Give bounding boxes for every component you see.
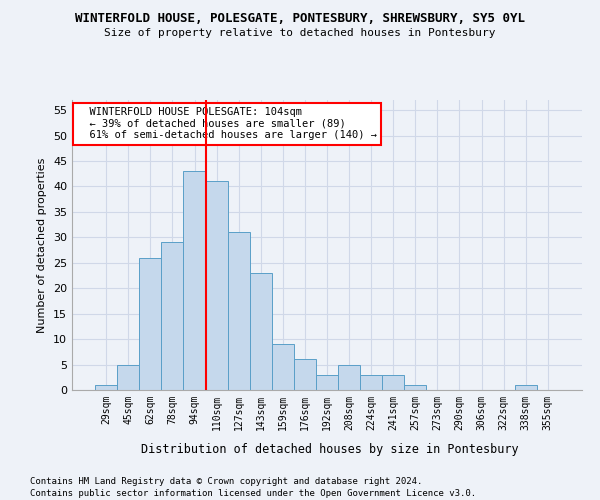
Bar [294, 360, 316, 390]
Bar [161, 242, 184, 390]
Bar [515, 385, 537, 390]
Text: WINTERFOLD HOUSE POLESGATE: 104sqm
  ← 39% of detached houses are smaller (89)
 : WINTERFOLD HOUSE POLESGATE: 104sqm ← 39%… [77, 108, 377, 140]
Bar [404, 385, 427, 390]
Bar [338, 364, 360, 390]
Bar [382, 374, 404, 390]
Bar [250, 273, 272, 390]
Bar [227, 232, 250, 390]
Text: Size of property relative to detached houses in Pontesbury: Size of property relative to detached ho… [104, 28, 496, 38]
Text: Contains HM Land Registry data © Crown copyright and database right 2024.: Contains HM Land Registry data © Crown c… [30, 478, 422, 486]
Text: Distribution of detached houses by size in Pontesbury: Distribution of detached houses by size … [141, 442, 519, 456]
Text: WINTERFOLD HOUSE, POLESGATE, PONTESBURY, SHREWSBURY, SY5 0YL: WINTERFOLD HOUSE, POLESGATE, PONTESBURY,… [75, 12, 525, 26]
Y-axis label: Number of detached properties: Number of detached properties [37, 158, 47, 332]
Bar [95, 385, 117, 390]
Bar [117, 364, 139, 390]
Text: Contains public sector information licensed under the Open Government Licence v3: Contains public sector information licen… [30, 489, 476, 498]
Bar [316, 374, 338, 390]
Bar [139, 258, 161, 390]
Bar [272, 344, 294, 390]
Bar [360, 374, 382, 390]
Bar [206, 182, 227, 390]
Bar [184, 171, 206, 390]
